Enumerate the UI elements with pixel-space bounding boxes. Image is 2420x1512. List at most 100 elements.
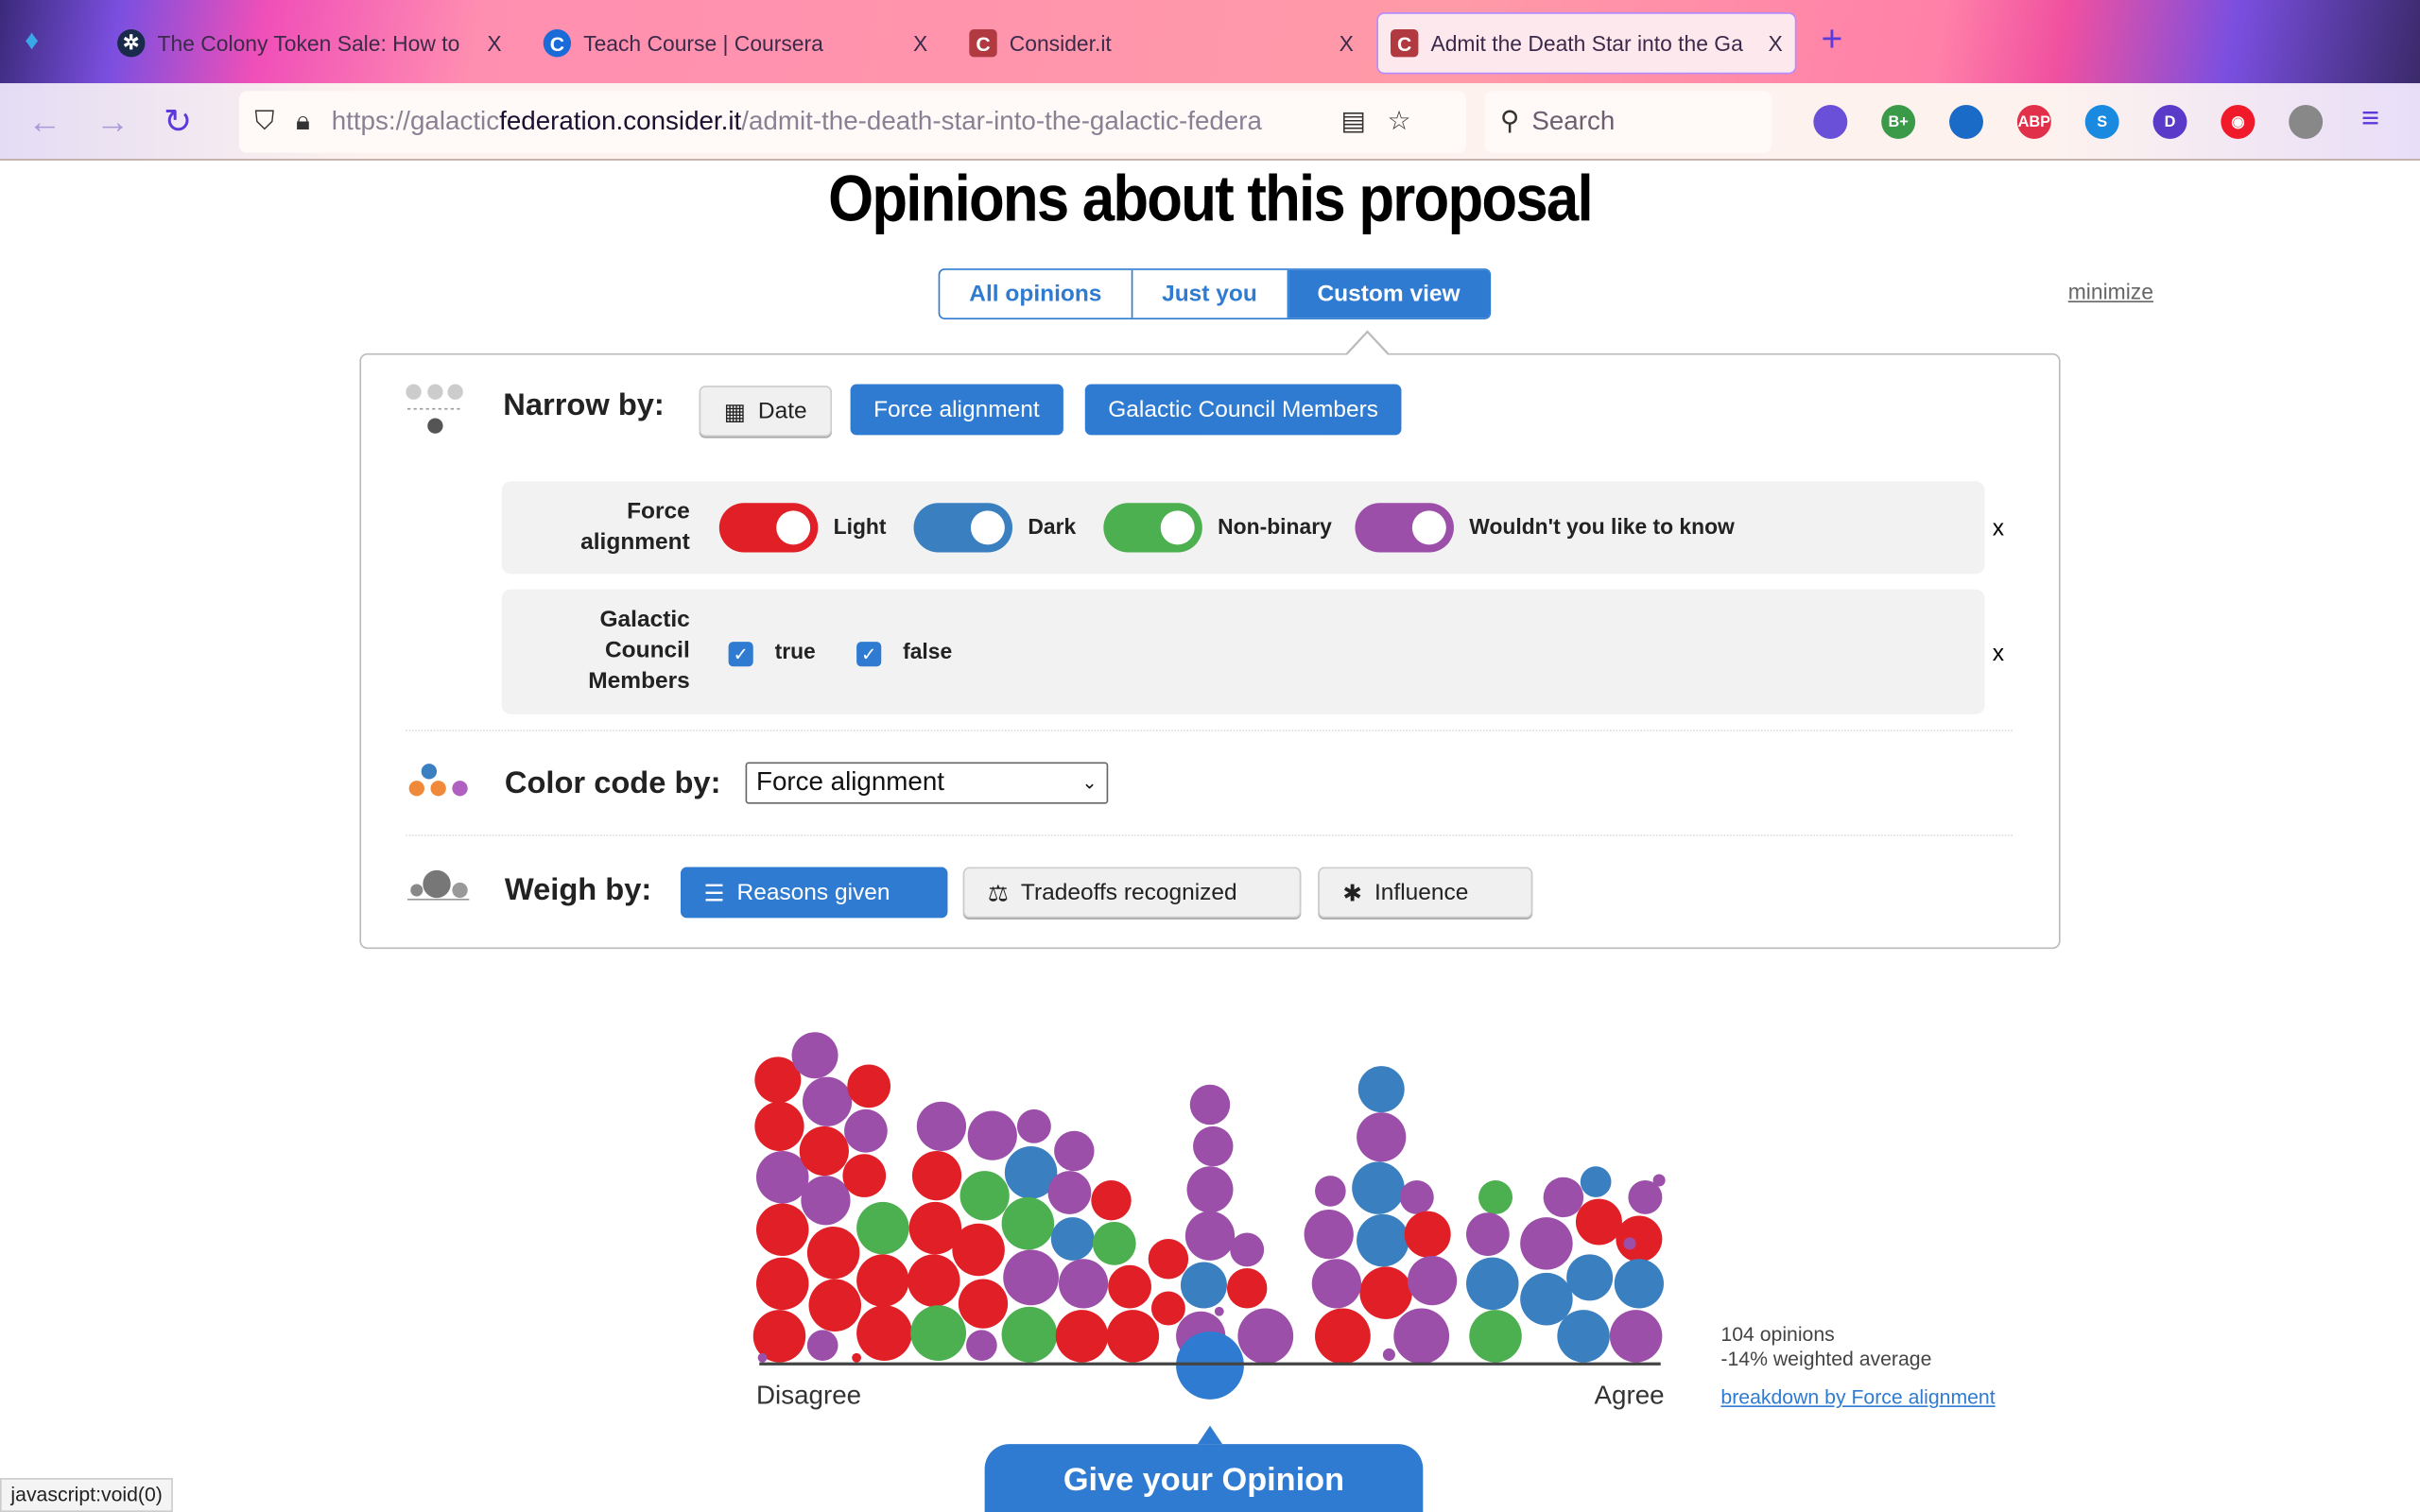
opinion-bubble[interactable] [806,1330,838,1361]
note-extension-icon[interactable] [2289,105,2324,139]
opinion-bubble[interactable] [1150,1291,1185,1326]
opinion-bubble[interactable] [752,1310,806,1363]
opinion-bubble[interactable] [1357,1066,1405,1113]
opinion-bubble[interactable] [754,1057,802,1104]
toggle-non-binary[interactable] [1103,503,1202,553]
weigh-influence-button[interactable]: ✱ Influence [1318,867,1533,919]
toggle-dark[interactable] [913,503,1013,553]
narrow-force-alignment-button[interactable]: Force alignment [850,384,1063,436]
opinion-bubble[interactable] [1091,1179,1132,1221]
close-tab-icon[interactable]: X [912,30,928,56]
opinion-bubble[interactable] [1001,1306,1058,1363]
opinion-bubble[interactable] [1315,1308,1371,1365]
opinion-bubble[interactable] [806,1226,860,1280]
opinion-bubble[interactable] [916,1101,967,1151]
opinion-bubble[interactable] [1055,1310,1109,1363]
bookmark-star-icon[interactable]: ☆ [1387,106,1411,136]
opinion-bubble[interactable] [847,1064,891,1108]
close-tab-icon[interactable]: X [1768,30,1783,56]
new-tab-button[interactable]: + [1821,18,1843,60]
remove-council-filter[interactable]: x [1992,640,2004,667]
opinion-bubble[interactable] [1575,1198,1622,1246]
opinion-bubble[interactable] [1315,1176,1346,1207]
opinion-bubble[interactable] [1566,1254,1614,1301]
weigh-reasons-button[interactable]: ☰ Reasons given [680,867,948,919]
s-ext-extension-icon[interactable]: S [2084,105,2119,139]
menu-icon[interactable]: ≡ [2360,101,2380,136]
opinion-bubble[interactable] [1404,1211,1451,1258]
url-bar[interactable]: ⛉ 🔒︎ https://galacticfederation.consider… [239,91,1467,153]
opinion-bubble[interactable] [1407,1255,1458,1306]
opinion-bubble[interactable] [952,1223,1005,1277]
opinion-bubble[interactable] [1108,1264,1151,1309]
opinion-bubble[interactable] [1543,1177,1584,1218]
opinion-bubble[interactable] [1614,1259,1664,1309]
opinion-bubble[interactable] [908,1201,962,1255]
opinion-bubble[interactable] [1557,1310,1610,1363]
opinion-bubble[interactable] [967,1110,1017,1160]
tab-considerit[interactable]: C Consider.it X [957,12,1366,74]
opinion-bubble[interactable] [1193,1125,1234,1167]
pocket-extension-icon[interactable] [1813,105,1848,139]
opinion-bubble[interactable] [856,1305,912,1361]
give-opinion-button[interactable]: Give your Opinion [984,1444,1424,1512]
reader-view-icon[interactable]: ▤ [1340,106,1366,136]
opinion-bubble[interactable] [856,1254,909,1307]
tab-just-you[interactable]: Just you [1132,269,1288,318]
opinion-bubble[interactable] [1520,1217,1573,1270]
opinion-bubble[interactable] [907,1254,960,1307]
your-opinion-slider-handle[interactable] [1176,1331,1244,1400]
opinion-bubble[interactable] [1001,1196,1055,1250]
toggle-light[interactable] [718,503,819,553]
opinion-bubble[interactable] [1478,1179,1512,1214]
opinion-bubble[interactable] [801,1176,851,1226]
opinion-bubble[interactable] [1016,1108,1051,1143]
opinion-bubble[interactable] [1186,1166,1234,1213]
pin-extension-icon[interactable] [1949,105,1983,139]
opinion-bubble[interactable] [1628,1179,1663,1214]
opinion-bubble[interactable] [1466,1257,1519,1311]
opinion-bubble[interactable] [1054,1130,1095,1172]
opinion-bubble[interactable] [802,1076,853,1126]
b-plus-extension-icon[interactable]: B+ [1881,105,1916,139]
shield-icon[interactable]: ⛉ [254,106,275,136]
breakdown-link[interactable]: breakdown by Force alignment [1720,1385,1996,1409]
opinion-bubble[interactable] [1003,1249,1059,1306]
search-input[interactable]: ⚲ Search [1484,91,1772,153]
tab-colony[interactable]: ✲ The Colony Token Sale: How to p X [105,12,514,74]
opinion-bubble[interactable] [1469,1310,1522,1363]
opinion-bubble[interactable] [755,1257,809,1311]
opinion-bubble[interactable] [1466,1212,1510,1256]
opinion-bubble[interactable] [1189,1084,1231,1125]
back-icon[interactable]: ← [27,101,62,141]
opinion-bubble[interactable] [1359,1266,1412,1319]
checkbox-true[interactable]: ✓ [728,642,753,667]
opinion-bubble[interactable] [754,1101,804,1151]
opinion-bubble[interactable] [1184,1211,1236,1261]
opinion-bubble[interactable] [757,1352,768,1363]
lock-icon[interactable]: 🔒︎ [296,106,310,136]
close-tab-icon[interactable]: X [487,30,502,56]
tab-custom-view[interactable]: Custom view [1288,269,1490,318]
opinion-bubble[interactable] [1393,1308,1450,1365]
d-ext-extension-icon[interactable]: D [2152,105,2187,139]
opinion-bubble[interactable] [1652,1174,1666,1187]
narrow-date-button[interactable]: ▦ Date [699,386,832,438]
toggle-unknown[interactable] [1355,503,1454,553]
opinion-bubble[interactable] [1609,1310,1663,1363]
opinion-bubble[interactable] [1230,1232,1265,1267]
opinion-bubble[interactable] [1106,1310,1160,1363]
opinion-bubble[interactable] [1148,1239,1189,1280]
opinion-bubble[interactable] [1004,1146,1058,1199]
opinion-bubble[interactable] [1050,1217,1095,1261]
opinion-bubble[interactable] [1226,1268,1268,1309]
opinion-bubble[interactable] [1058,1259,1109,1309]
opinion-bubble[interactable] [856,1201,909,1255]
opinion-bubble[interactable] [1382,1348,1395,1361]
weigh-tradeoffs-button[interactable]: ⚖ Tradeoffs recognized [962,867,1302,919]
opinion-bubble[interactable] [808,1279,862,1332]
opinion-bubble[interactable] [1092,1222,1136,1265]
opinion-bubble[interactable] [1237,1308,1294,1365]
opinion-bubble[interactable] [755,1203,809,1256]
checkbox-false[interactable]: ✓ [856,642,882,667]
